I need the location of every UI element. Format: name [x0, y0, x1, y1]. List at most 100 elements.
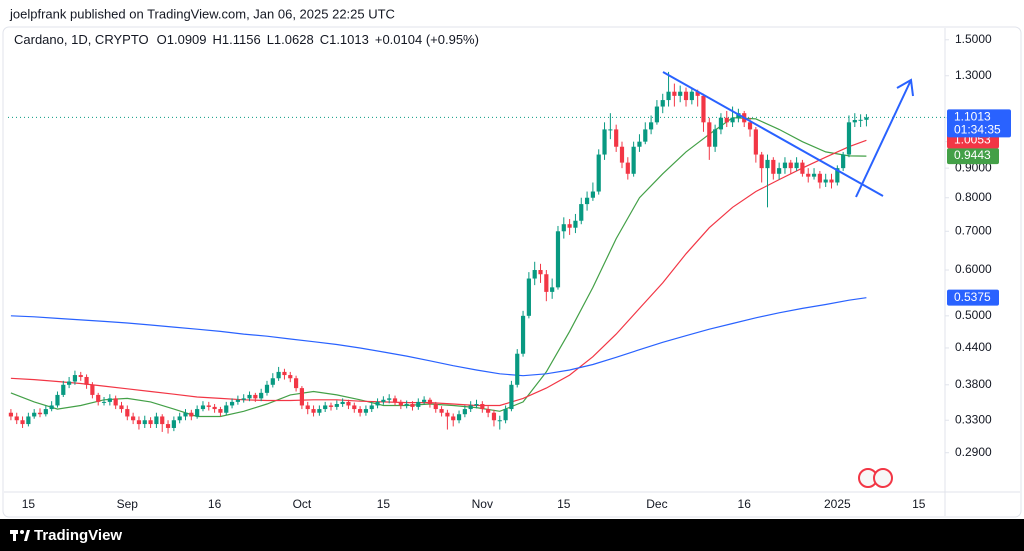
arrow-head: [896, 78, 914, 97]
candle-body: [363, 409, 369, 413]
x-tick-label: 2025: [824, 497, 851, 511]
y-tick-label: 0.4400: [955, 340, 992, 354]
candle-body: [759, 154, 764, 169]
candle-body: [497, 420, 502, 422]
candle-body: [532, 270, 537, 279]
candle-body: [177, 416, 182, 421]
candle-body: [270, 378, 275, 385]
candle-body: [579, 204, 584, 221]
candle-body: [445, 412, 450, 417]
candle-body: [323, 405, 328, 410]
candle-body: [276, 371, 281, 379]
candle-body: [823, 179, 828, 183]
price-badge: [947, 289, 999, 306]
candle-body: [555, 231, 561, 288]
candle-body: [90, 384, 95, 395]
candle-body: [526, 278, 531, 316]
y-tick-label: 0.6000: [955, 262, 992, 276]
candle-body: [649, 122, 654, 130]
y-tick-label: 0.5000: [955, 308, 992, 322]
x-tick-label: 15: [557, 497, 571, 511]
candle-body: [730, 117, 735, 123]
candle-body: [701, 95, 706, 123]
candle-body: [480, 404, 485, 410]
x-tick-label: 15: [912, 497, 926, 511]
x-tick-label: 15: [377, 497, 391, 511]
candle-body: [683, 91, 689, 101]
candle-body: [474, 404, 479, 406]
y-tick-label: 0.2900: [955, 445, 992, 459]
candle-body: [747, 122, 753, 130]
candle-body: [654, 106, 660, 123]
candle-body: [806, 173, 811, 177]
candle-body: [8, 412, 14, 417]
candle-body: [148, 420, 153, 425]
candle-body: [567, 224, 572, 228]
candle-body: [858, 119, 863, 121]
candle-body: [189, 412, 194, 417]
candle-body: [631, 146, 636, 174]
candle-body: [282, 371, 287, 376]
candle-body: [37, 412, 43, 415]
candle-body: [765, 159, 770, 169]
candle-body: [817, 173, 822, 183]
candle-body: [334, 404, 339, 407]
candle-body: [352, 405, 357, 410]
candle-body: [544, 274, 549, 292]
candle-body: [625, 162, 630, 174]
candle-body: [713, 129, 718, 147]
candle-body: [171, 420, 176, 428]
logo-shape: [20, 530, 24, 534]
moving-average: [10, 297, 867, 377]
candle-body: [317, 409, 322, 413]
candle-body: [183, 412, 188, 417]
candle-body: [160, 416, 165, 425]
candle-body: [235, 399, 240, 402]
candle-body: [660, 100, 665, 107]
candle-body: [689, 91, 694, 101]
candle-body: [433, 404, 438, 410]
candle-body: [113, 398, 118, 406]
close: C1.1013: [320, 32, 369, 47]
candle-body: [852, 120, 857, 123]
candle-body: [835, 168, 840, 183]
candle-body: [462, 409, 467, 415]
last-price-badge: [947, 109, 1011, 138]
price-badge-label: 0.9443: [954, 148, 991, 162]
candle-body: [771, 159, 776, 174]
candle-body: [305, 405, 310, 410]
candle-body: [777, 168, 782, 174]
candle-body: [573, 220, 578, 228]
candle-body: [637, 141, 642, 147]
candle-body: [596, 154, 601, 192]
x-tick-label: Dec: [646, 497, 667, 511]
candle-body: [456, 414, 462, 421]
candle-body: [427, 399, 433, 405]
candle-body: [358, 409, 363, 413]
arrow-shaft: [855, 79, 912, 198]
candle-body: [369, 405, 374, 410]
candle-body: [311, 409, 316, 413]
x-tick-label: 16: [738, 497, 752, 511]
candle-body: [72, 375, 78, 382]
logo-shape: [13, 530, 16, 541]
candle-body: [724, 117, 729, 123]
candle-body: [788, 162, 793, 169]
candle-body: [584, 197, 590, 205]
candle-body: [678, 91, 683, 96]
candle-body: [666, 91, 671, 101]
y-tick-label: 1.5000: [955, 32, 992, 46]
candle-body: [119, 405, 124, 410]
trend-line: [662, 71, 884, 197]
candle-body: [20, 420, 25, 425]
brand: TradingView: [34, 527, 122, 544]
candle-body: [381, 399, 386, 402]
candle-body: [841, 154, 846, 169]
events-icon: [858, 468, 893, 488]
candle-body: [131, 416, 136, 421]
candle-body: [829, 179, 834, 183]
x-tick-label: Nov: [472, 497, 493, 511]
byline: joelpfrank published on TradingView.com,…: [9, 6, 395, 21]
candle-body: [672, 91, 677, 96]
candle-body: [264, 384, 270, 393]
